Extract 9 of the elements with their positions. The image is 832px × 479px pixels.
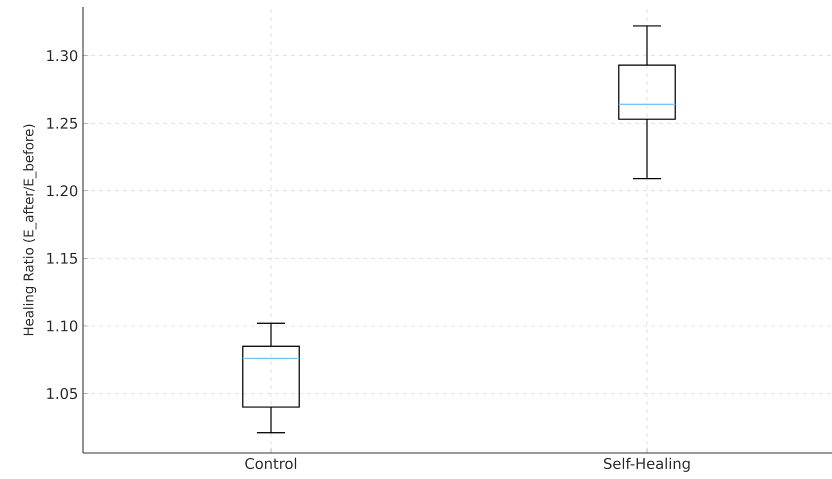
x-tick-label: Control [245, 458, 296, 470]
y-tick-label: 1.20 [47, 185, 78, 196]
y-tick-label: 1.10 [47, 320, 78, 332]
y-tick-label: 1.30 [47, 50, 78, 62]
y-tick-label: 1.15 [47, 252, 78, 264]
y-axis-title: Healing Ratio (E_after/E_before) [23, 124, 36, 336]
y-tick-label: 1.05 [47, 388, 78, 400]
y-tick-label: 1.25 [47, 118, 78, 129]
x-tick-label: Self-Healing [604, 458, 690, 472]
